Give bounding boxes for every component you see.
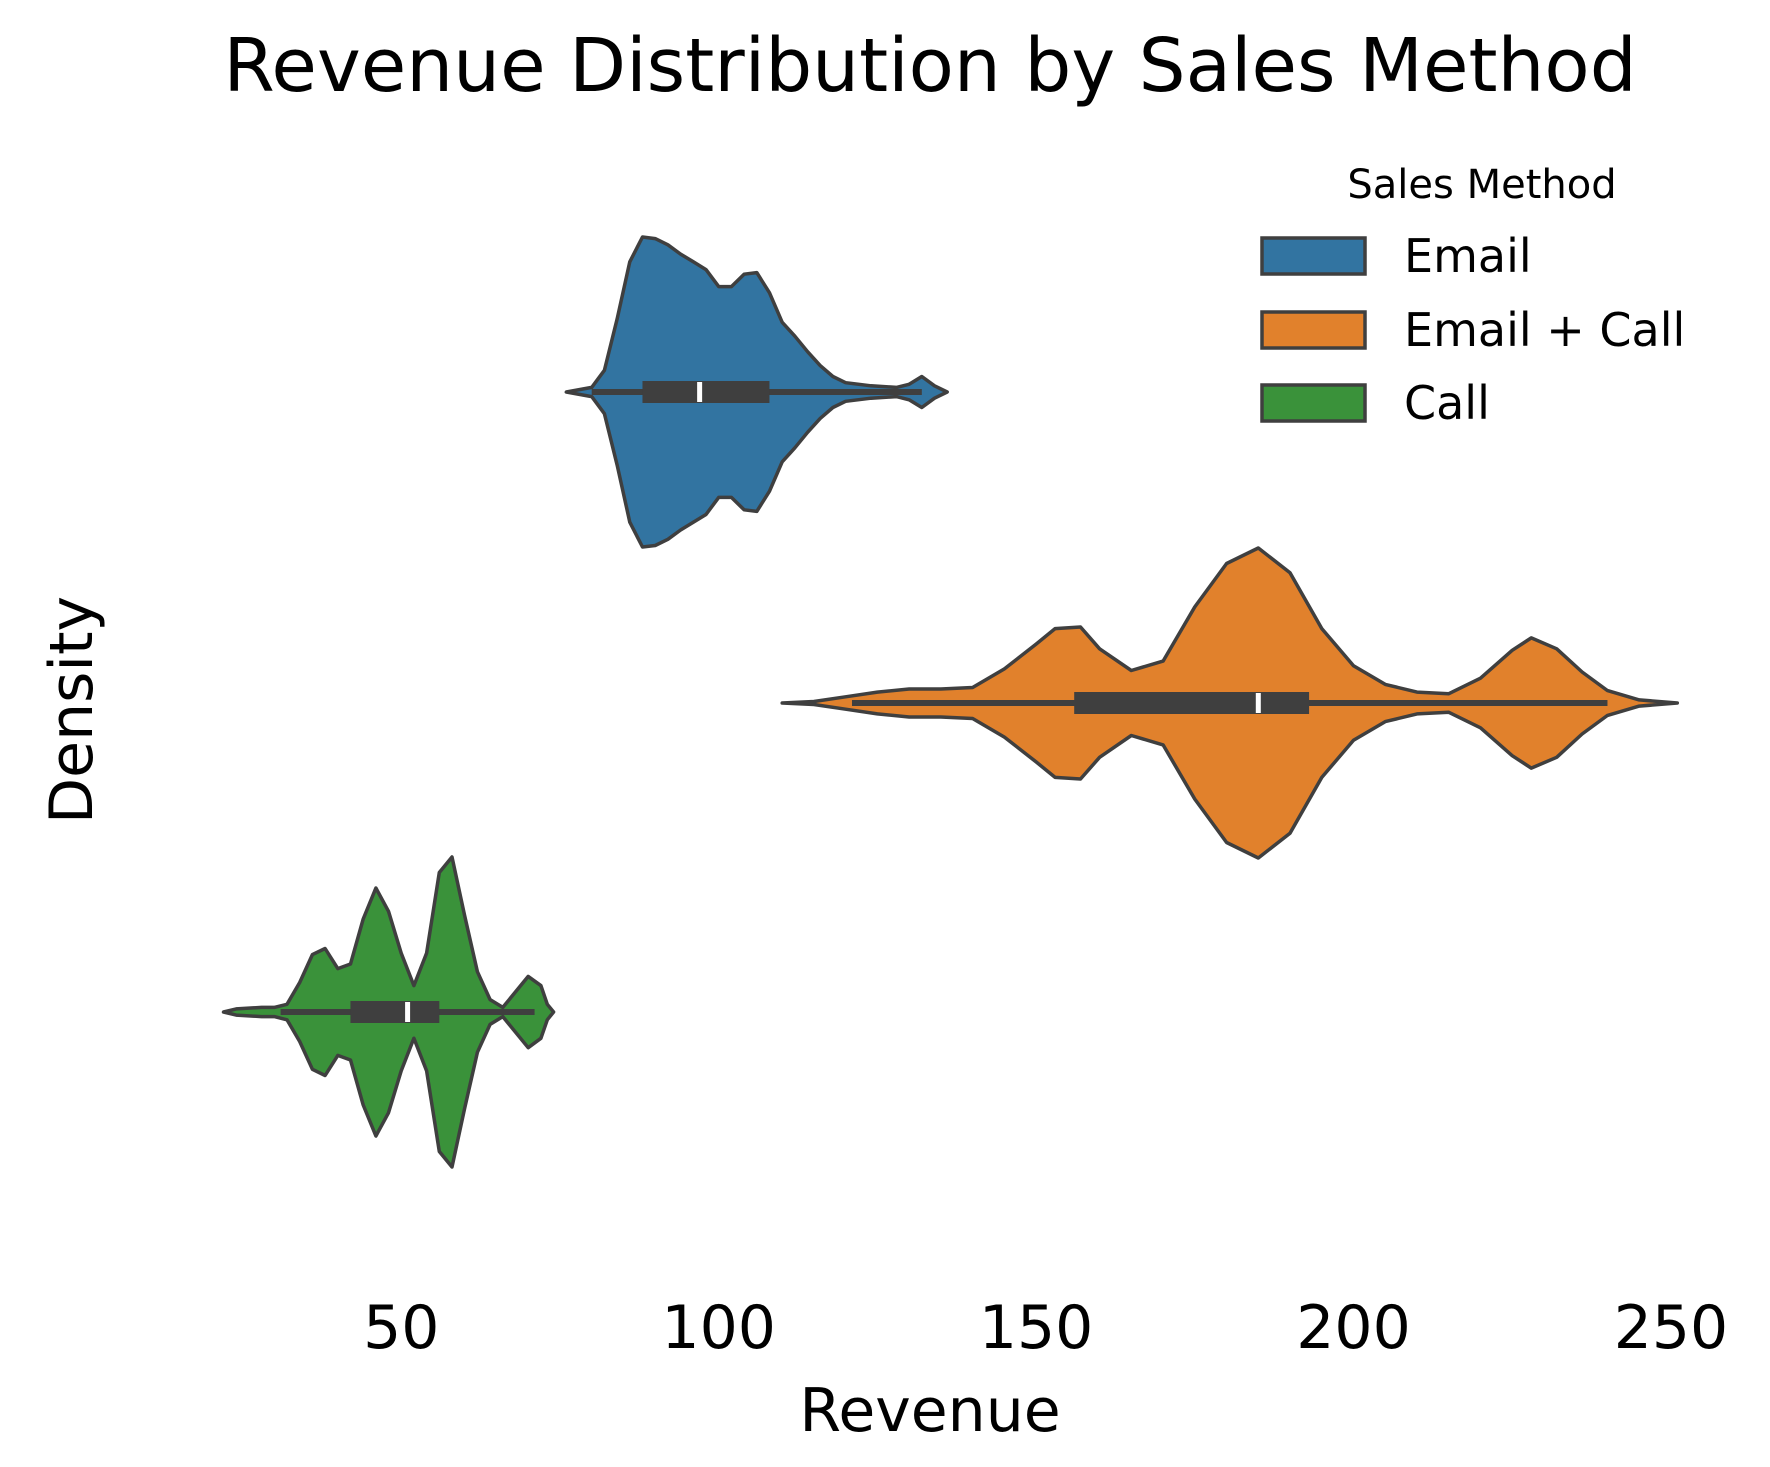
violin-median-call [405, 1002, 411, 1022]
violin-iqr-box-email [642, 381, 770, 403]
legend-label: Call [1404, 376, 1490, 430]
x-tick-label: 250 [1614, 1293, 1729, 1363]
legend-title: Sales Method [1347, 162, 1616, 208]
violin-iqr-box-call [350, 1001, 440, 1023]
legend: Sales Method Email Email + Call Call [1260, 162, 1685, 430]
legend-label: Email + Call [1404, 303, 1685, 357]
legend-item-email-call: Email + Call [1260, 303, 1685, 357]
violin-email [564, 235, 949, 549]
x-tick-label: 150 [979, 1293, 1094, 1363]
violin-median-email-call [1255, 693, 1261, 713]
x-tick-label: 50 [363, 1293, 439, 1363]
violin-median-email [697, 382, 703, 402]
violin-iqr-box-email-call [1074, 692, 1310, 714]
legend-swatch [1260, 383, 1367, 423]
x-tick-label: 200 [1296, 1293, 1411, 1363]
legend-item-email: Email [1260, 229, 1532, 283]
chart-title: Revenue Distribution by Sales Method [223, 23, 1636, 109]
x-axis-ticks: 50 100 150 200 250 [363, 1293, 1728, 1363]
legend-swatch [1260, 236, 1367, 276]
y-axis-label: Density [37, 596, 107, 824]
legend-swatch [1260, 310, 1367, 350]
violin-call [221, 855, 556, 1169]
legend-item-call: Call [1260, 376, 1490, 430]
x-tick-label: 100 [661, 1293, 776, 1363]
violin-plot-area [221, 235, 1680, 1169]
violin-email-call [780, 546, 1680, 860]
x-axis-label: Revenue [799, 1376, 1060, 1446]
legend-label: Email [1404, 229, 1532, 283]
